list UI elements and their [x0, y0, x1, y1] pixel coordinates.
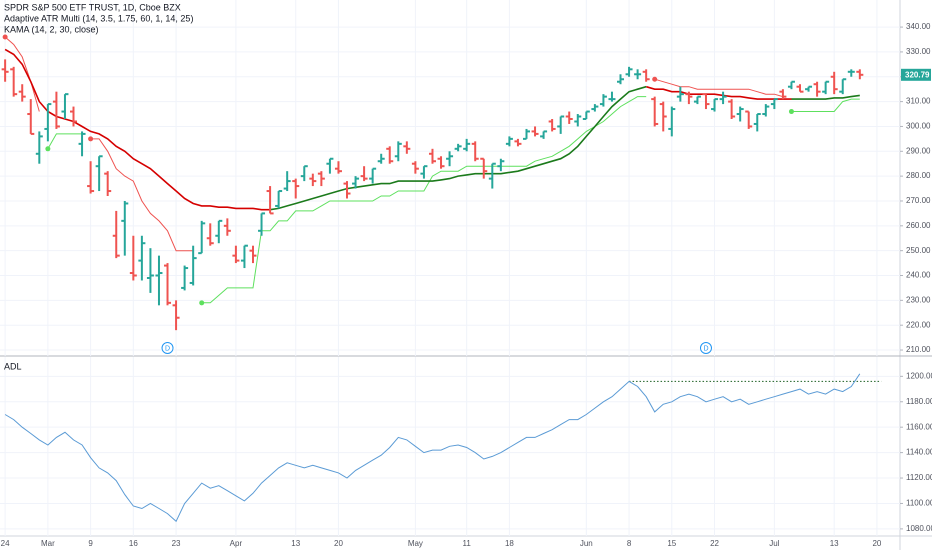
indicator-label: Adaptive ATR Multi (14, 3.5, 1.75, 60, 1…: [4, 13, 193, 23]
x-tick-label: Jun: [580, 539, 593, 548]
y-tick-label: 260.00: [906, 221, 931, 230]
signal-dot: [45, 146, 51, 152]
x-tick-label: Apr: [230, 539, 243, 548]
y-tick-label: 340.00: [906, 22, 931, 31]
y-tick-label: 230.00: [906, 295, 931, 304]
x-tick-label: 22: [710, 539, 719, 548]
dividend-marker: [161, 342, 174, 354]
x-tick-label: 20: [334, 539, 343, 548]
x-tick-label: 18: [505, 539, 514, 548]
last-price-box: [901, 68, 931, 81]
x-tick-label: 16: [129, 539, 138, 548]
signal-dot: [88, 136, 94, 142]
y-tick-label: 240.00: [906, 271, 931, 280]
y-tick-label: 270.00: [906, 196, 931, 205]
x-tick-label: 9: [88, 539, 93, 548]
y-tick-label: 310.00: [906, 97, 931, 106]
x-tick-label: 15: [667, 539, 676, 548]
x-tick-label: 13: [291, 539, 300, 548]
y-tick-label: 1120.00: [906, 473, 932, 482]
indicator-label: KAMA (14, 2, 30, close): [4, 24, 99, 34]
x-tick-label: 8: [627, 539, 632, 548]
x-tick-label: 11: [463, 539, 472, 548]
x-tick-label: May: [408, 539, 423, 548]
kama-line: [269, 85, 860, 211]
chart-title: SPDR S&P 500 ETF TRUST, 1D, Cboe BZX: [4, 2, 181, 12]
y-tick-label: 280.00: [906, 171, 931, 180]
x-tick-label: Mar: [41, 539, 55, 548]
y-tick-label: 220.00: [906, 320, 931, 329]
y-tick-label: 250.00: [906, 246, 931, 255]
y-tick-label: 1140.00: [906, 448, 932, 457]
y-tick-label: 300.00: [906, 122, 931, 131]
atr-stop-line: [47, 96, 860, 304]
pane-title: ADL: [4, 361, 22, 371]
x-tick-label: 20: [872, 539, 881, 548]
signal-dot: [788, 109, 794, 115]
dividend-label: D: [165, 345, 170, 352]
x-tick-label: 24: [1, 539, 10, 548]
y-tick-label: 1180.00: [906, 397, 932, 406]
dividend-marker: [699, 342, 712, 354]
y-tick-label: 1200.00: [906, 371, 932, 380]
last-price-label: 320.79: [905, 70, 930, 79]
x-tick-label: 23: [172, 539, 181, 548]
kama-line: [4, 48, 792, 211]
y-tick-label: 1100.00: [906, 499, 932, 508]
atr-stop-line: [4, 36, 784, 252]
dividend-label: D: [703, 345, 708, 352]
y-tick-label: 1160.00: [906, 422, 932, 431]
adl-line: [4, 373, 861, 523]
y-tick-label: 330.00: [906, 47, 931, 56]
x-tick-label: 13: [830, 539, 839, 548]
y-tick-label: 1080.00: [906, 524, 932, 533]
y-tick-label: 290.00: [906, 146, 931, 155]
y-tick-label: 210.00: [906, 345, 931, 354]
x-tick-label: Jul: [769, 539, 779, 548]
